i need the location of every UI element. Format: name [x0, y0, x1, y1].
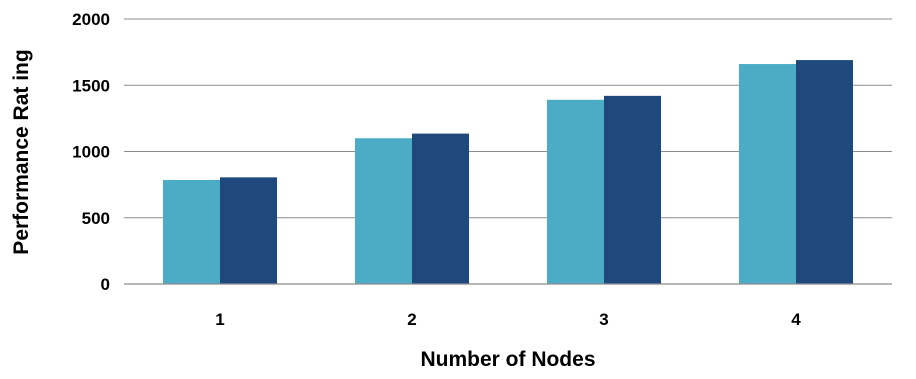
x-tick-labels: 1 2 3 4: [215, 310, 801, 329]
bar-series-2-cat-4: [796, 60, 853, 285]
y-tick-label: 0: [101, 275, 110, 294]
bar-series-1-cat-2: [355, 138, 412, 284]
bar-series-2-cat-1: [220, 177, 277, 284]
bars: [163, 60, 853, 285]
y-tick-labels: 0 500 1000 1500 2000: [72, 10, 110, 294]
y-tick-label: 500: [82, 209, 110, 228]
x-tick-label: 1: [215, 310, 224, 329]
bar-series-2-cat-2: [412, 133, 469, 284]
y-tick-label: 2000: [72, 10, 110, 29]
bar-series-1-cat-1: [163, 179, 220, 284]
y-axis-title: Performance Rat ing: [10, 49, 33, 254]
y-tick-label: 1500: [72, 76, 110, 95]
x-tick-label: 2: [407, 310, 416, 329]
y-tick-label: 1000: [72, 143, 110, 162]
bar-series-1-cat-4: [739, 64, 796, 284]
bar-series-2-cat-3: [604, 95, 661, 284]
x-tick-label: 3: [599, 310, 608, 329]
x-axis-title: Number of Nodes: [420, 348, 595, 371]
bar-series-1-cat-3: [547, 99, 604, 284]
x-tick-label: 4: [791, 310, 801, 329]
